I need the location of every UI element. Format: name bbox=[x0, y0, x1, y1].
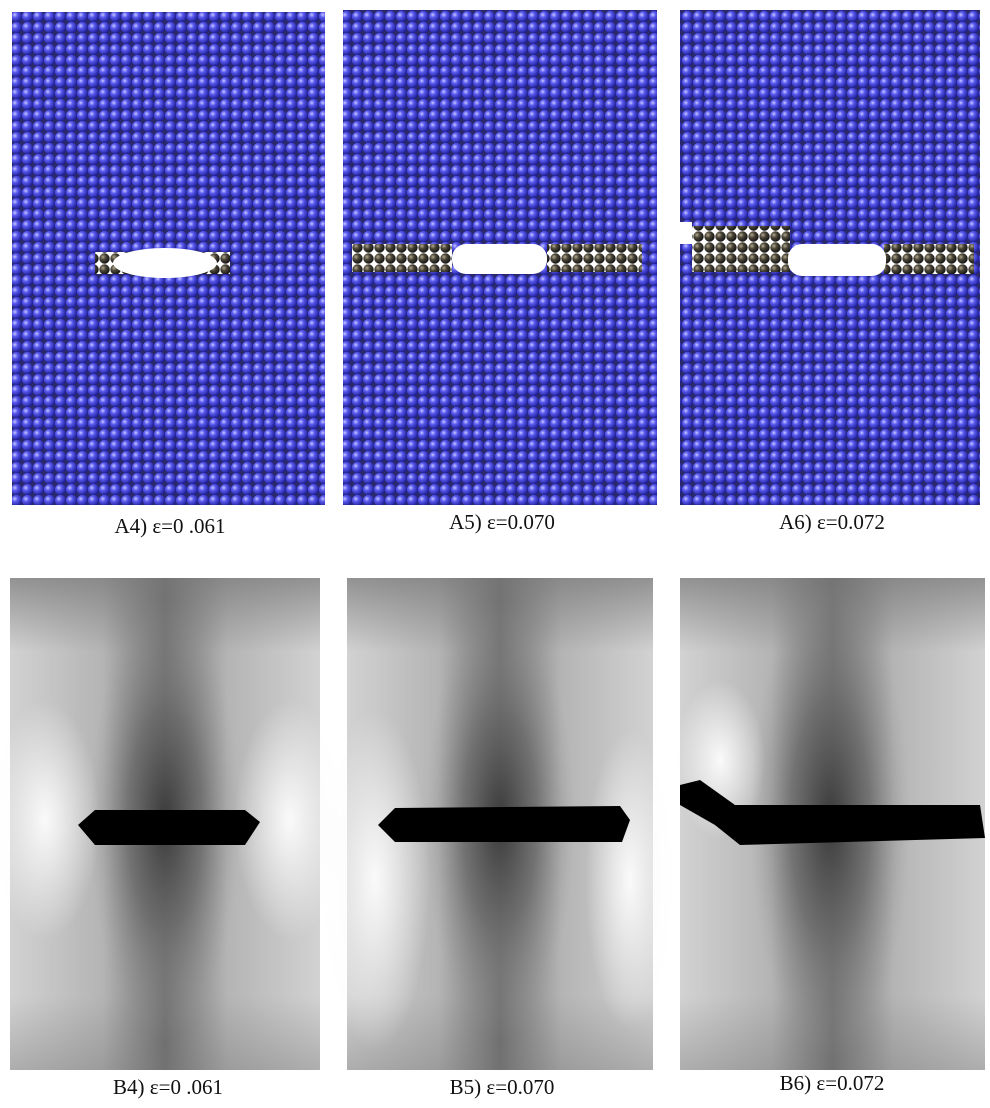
atomic-panel bbox=[343, 10, 657, 505]
panel-label: A6) ε=0.072 bbox=[779, 510, 885, 534]
atomic-panel bbox=[680, 10, 980, 505]
panel-label: B5) ε=0.070 bbox=[450, 1075, 555, 1099]
panel-label: B4) ε=0 .061 bbox=[113, 1075, 223, 1099]
panel-label: B6) ε=0.072 bbox=[780, 1071, 885, 1095]
panel-label: A5) ε=0.070 bbox=[449, 510, 555, 534]
atomic-panel bbox=[12, 12, 325, 505]
contour-panel bbox=[675, 578, 985, 1070]
contour-panel bbox=[320, 578, 675, 1070]
figure: A4) ε=0 .061 A5) ε=0.070 A6) ε=0.072 B4)… bbox=[0, 0, 990, 1108]
contour-panel bbox=[0, 578, 345, 1070]
panel-label: A4) ε=0 .061 bbox=[114, 514, 225, 538]
